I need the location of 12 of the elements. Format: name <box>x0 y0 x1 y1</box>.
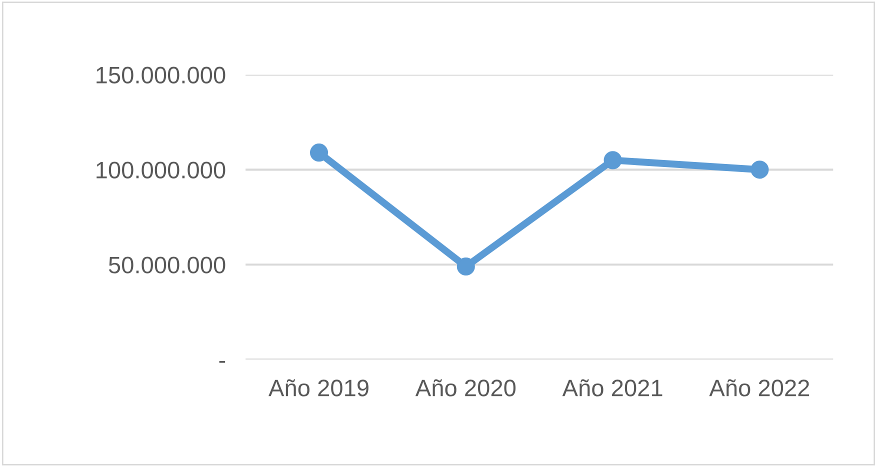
point <box>750 160 769 179</box>
y-tick-label: 150.000.000 <box>96 66 226 84</box>
x-tick-label: Año 2022 <box>709 379 810 396</box>
point <box>604 151 622 170</box>
point <box>456 258 475 276</box>
x-tick-label: Año 2021 <box>562 379 662 396</box>
y-tick-label: - <box>219 360 226 363</box>
y-tick-label: 100.000.000 <box>96 162 226 178</box>
x-tick-label: Año 2020 <box>415 379 516 396</box>
y-tick-label: 50.000.000 <box>108 256 226 274</box>
x-tick-label: Año 2019 <box>268 379 368 396</box>
point <box>310 144 328 162</box>
